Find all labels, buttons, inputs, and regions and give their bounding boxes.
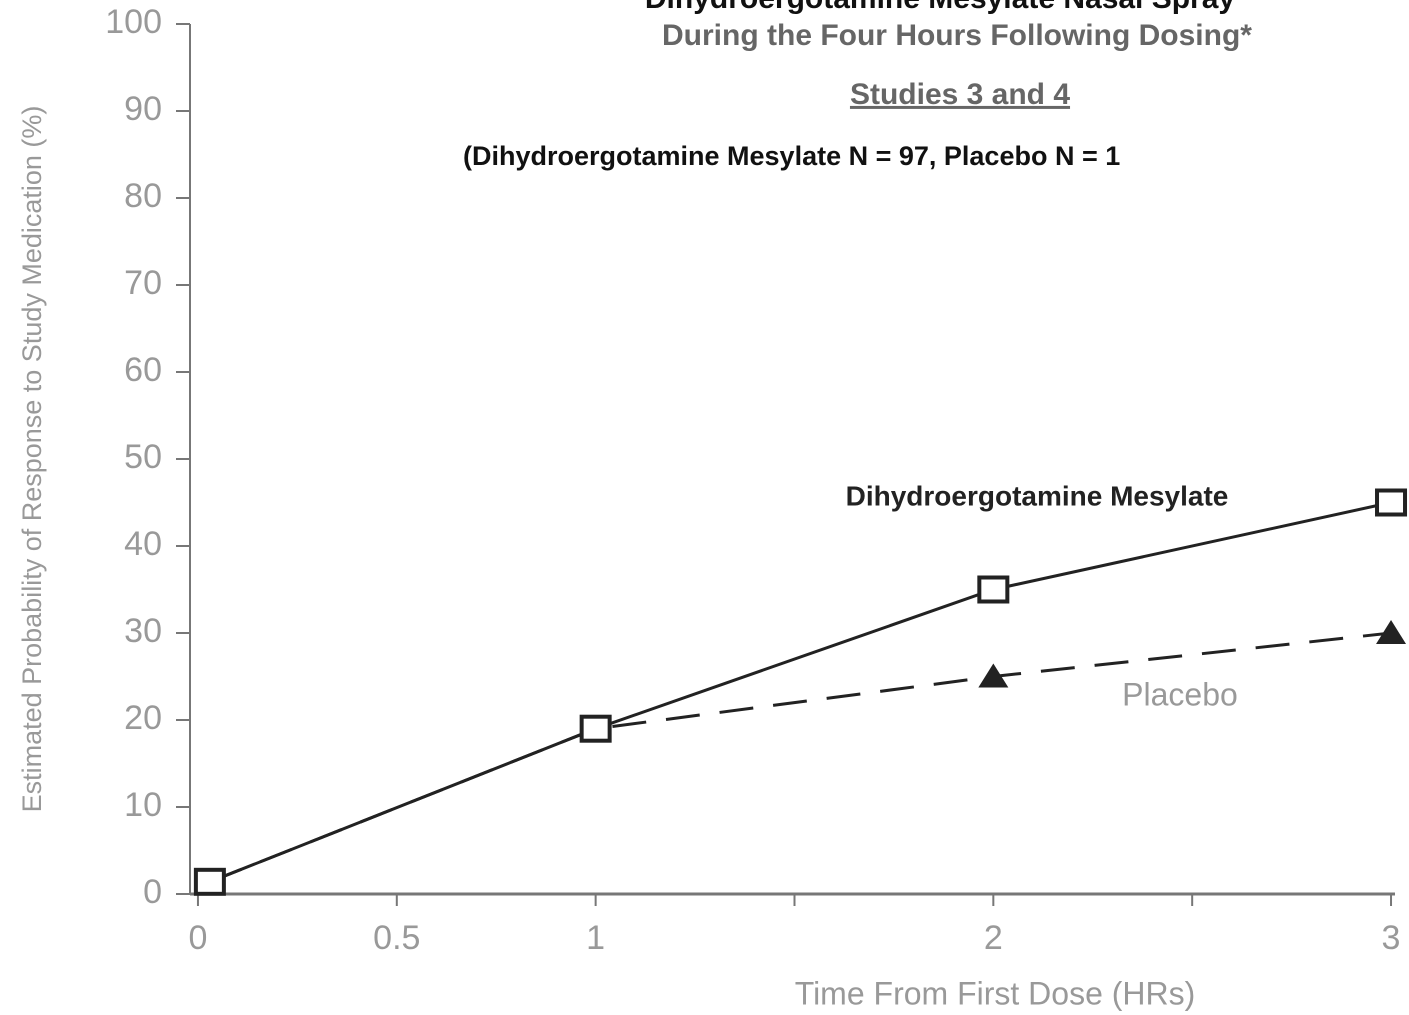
- marker: [1376, 620, 1407, 644]
- y-axis-label: Estimated Probability of Response to Stu…: [17, 106, 47, 813]
- chart-title-line: Studies 3 and 4: [850, 78, 1070, 111]
- x-tick-label: 3: [1382, 919, 1401, 957]
- marker: [193, 867, 226, 896]
- series-line: [209, 631, 1392, 884]
- x-axis-label: Time From First Dose (HRs): [795, 975, 1196, 1011]
- marker: [579, 714, 612, 743]
- x-tick-label: 0: [188, 919, 207, 957]
- x-tick-label: 1: [586, 919, 605, 957]
- chart-title-line: During the Four Hours Following Dosing*: [662, 19, 1252, 52]
- series-line: [209, 501, 1392, 884]
- y-tick-label: 60: [124, 351, 162, 389]
- y-tick-label: 90: [124, 90, 162, 128]
- marker: [978, 663, 1009, 688]
- y-tick-label: 0: [143, 873, 162, 911]
- y-tick-label: 40: [124, 525, 162, 563]
- x-tick-label: 0.5: [373, 919, 420, 957]
- marker: [977, 575, 1010, 604]
- y-tick-label: 70: [124, 264, 162, 302]
- y-tick-label: 10: [124, 786, 162, 824]
- marker: [1375, 488, 1408, 517]
- chart-subtitle: (Dihydroergotamine Mesylate N = 97, Plac…: [463, 141, 1120, 171]
- y-tick-label: 50: [124, 438, 162, 476]
- y-tick-label: 80: [124, 177, 162, 215]
- series-label: Dihydroergotamine Mesylate: [846, 480, 1229, 511]
- y-tick-label: 100: [105, 3, 162, 41]
- y-tick-label: 20: [124, 699, 162, 737]
- x-tick-label: 2: [984, 919, 1003, 957]
- y-tick-label: 30: [124, 612, 162, 650]
- chart-title-line: Dihydroergotamine Mesylate Nasal Spray: [645, 0, 1236, 15]
- series-label: Placebo: [1122, 676, 1238, 712]
